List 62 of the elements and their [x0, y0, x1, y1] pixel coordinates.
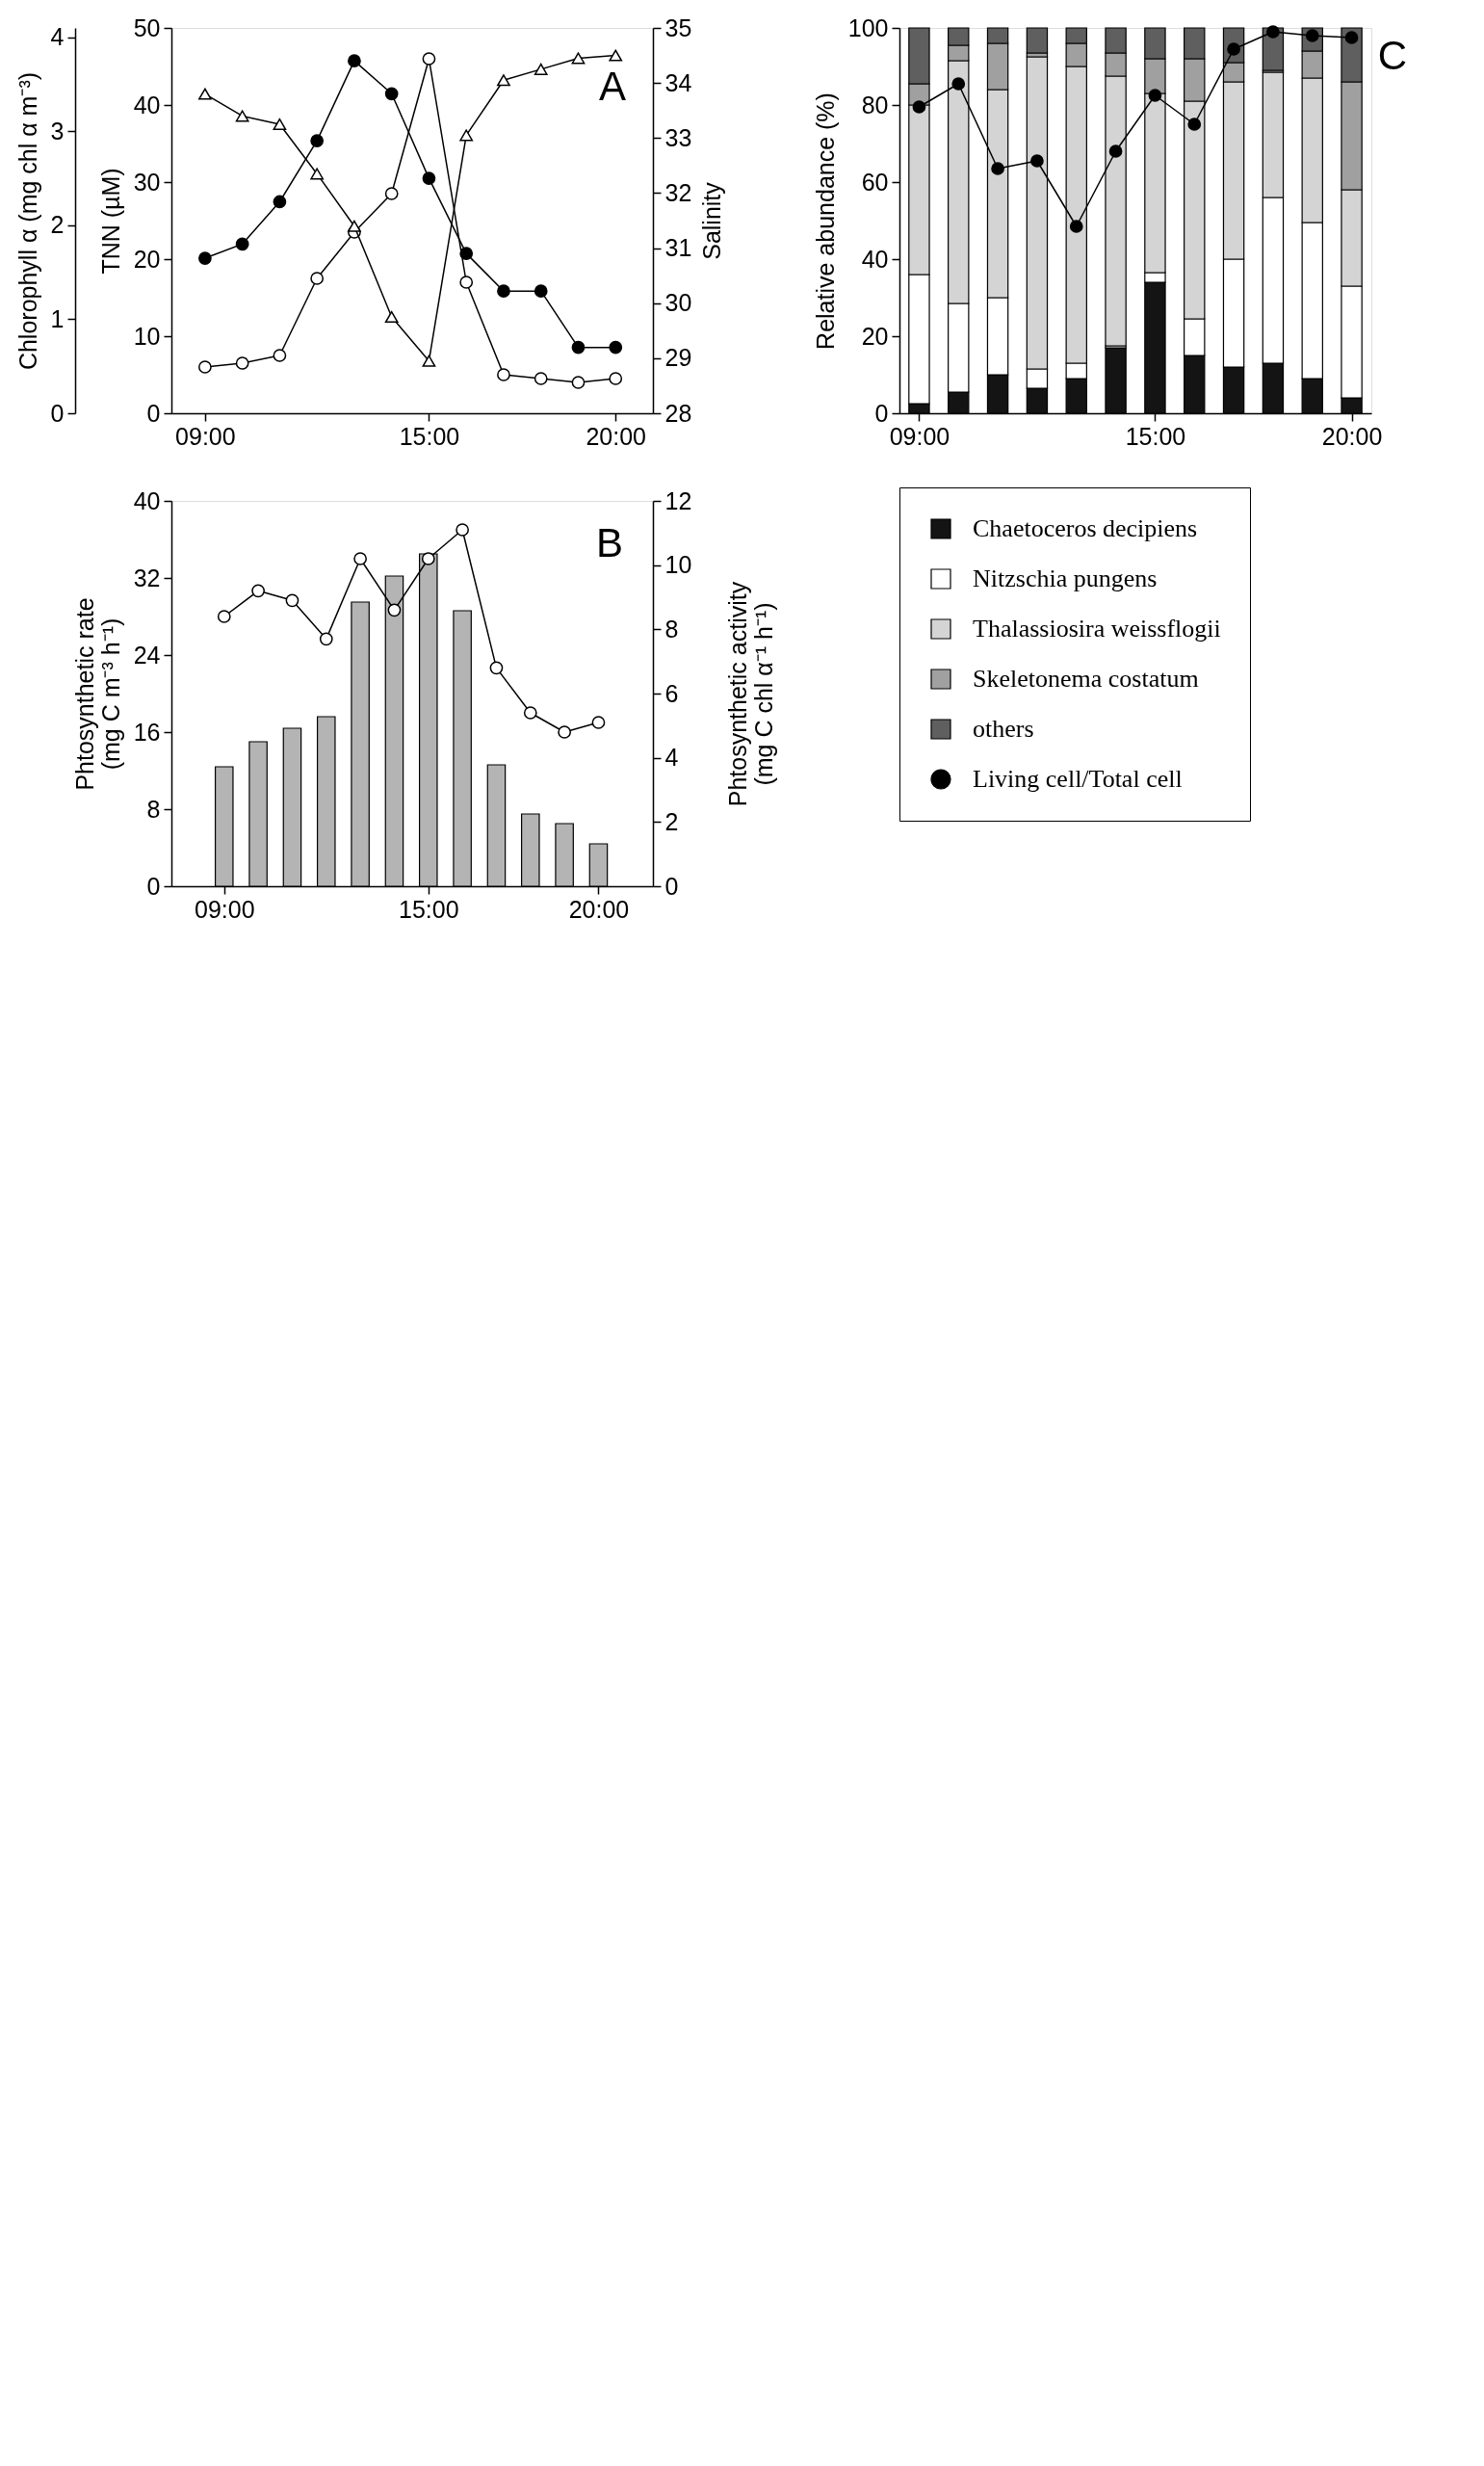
- legend-label: Living cell/Total cell: [973, 765, 1183, 793]
- y2-tick-label: 4: [664, 744, 679, 772]
- y-tick-label: 40: [133, 486, 161, 514]
- y-tick-label: 60: [861, 168, 889, 196]
- y2-tick-label: 29: [664, 344, 692, 372]
- y-tick-label: 80: [861, 91, 889, 118]
- x-tick-label: 15:00: [1125, 422, 1186, 450]
- y2-tick-label: 6: [664, 679, 679, 707]
- y-tick-label: 8: [146, 795, 161, 823]
- y2-tick-label: 31: [664, 234, 692, 262]
- legend-label: Nitzschia pungens: [973, 564, 1158, 592]
- y-axis-title: TNN (µM): [96, 168, 124, 275]
- y2-axis-title: Phtosynthetic activity (mg C chl α⁻¹ h⁻¹): [724, 581, 778, 807]
- y-tick-label: 10: [133, 322, 161, 350]
- x-tick-label: 15:00: [399, 895, 459, 923]
- x-tick-label: 20:00: [1321, 422, 1383, 450]
- y2-tick-label: 30: [664, 289, 692, 317]
- text: A: [598, 64, 627, 109]
- y2-tick-label: 2: [664, 807, 679, 835]
- y3-tick-label: 3: [50, 117, 65, 144]
- chart-title: C: [1377, 33, 1408, 78]
- y3-axis-title: Chlorophyll α (mg chl α m⁻³): [13, 71, 41, 371]
- y-tick-label: 0: [146, 872, 161, 900]
- legend-label: Thalassiosira weissflogii: [973, 615, 1221, 643]
- y3-tick-label: 0: [50, 399, 65, 427]
- y-tick-label: 100: [847, 13, 889, 41]
- y3-tick-label: 4: [50, 23, 65, 51]
- y2-tick-label: 10: [664, 551, 692, 579]
- x-tick-label: 20:00: [568, 895, 630, 923]
- y-tick-label: 32: [133, 564, 161, 591]
- legend-label: Skeletonema costatum: [973, 665, 1199, 693]
- x-tick-label: 09:00: [889, 422, 950, 450]
- y2-tick-label: 35: [664, 13, 692, 41]
- y-tick-label: 40: [861, 245, 889, 273]
- y3-tick-label: 1: [50, 304, 65, 332]
- y2-tick-label: 32: [664, 178, 692, 206]
- x-tick-label: 20:00: [586, 422, 647, 450]
- y-tick-label: 50: [133, 13, 161, 41]
- y2-tick-label: 34: [664, 68, 692, 96]
- y2-tick-label: 12: [664, 486, 692, 514]
- y-axis-title: Relative abundance (%): [811, 92, 839, 350]
- y2-tick-label: 8: [664, 615, 679, 643]
- y-tick-label: 0: [146, 399, 161, 427]
- y-tick-label: 16: [133, 718, 161, 746]
- y-tick-label: 40: [133, 91, 161, 118]
- y-tick-label: 24: [133, 641, 161, 669]
- y-tick-label: 0: [874, 399, 889, 427]
- y-axis-title: Phtosynthetic rate (mg C m⁻³ h⁻¹): [70, 597, 124, 791]
- text: B: [595, 520, 624, 565]
- legend-label: others: [973, 715, 1034, 743]
- y2-axis-title: Salinity: [698, 181, 726, 260]
- x-tick-label: 09:00: [194, 895, 255, 923]
- y3-tick-label: 2: [50, 211, 65, 239]
- y-tick-label: 20: [861, 322, 889, 350]
- y-tick-label: 30: [133, 168, 161, 196]
- x-tick-label: 15:00: [399, 422, 460, 450]
- y-tick-label: 20: [133, 245, 161, 273]
- legend-label: Chaetoceros decipiens: [973, 514, 1198, 542]
- y2-tick-label: 28: [664, 399, 692, 427]
- y2-tick-label: 0: [664, 872, 679, 900]
- y2-tick-label: 33: [664, 123, 692, 151]
- x-tick-label: 09:00: [175, 422, 236, 450]
